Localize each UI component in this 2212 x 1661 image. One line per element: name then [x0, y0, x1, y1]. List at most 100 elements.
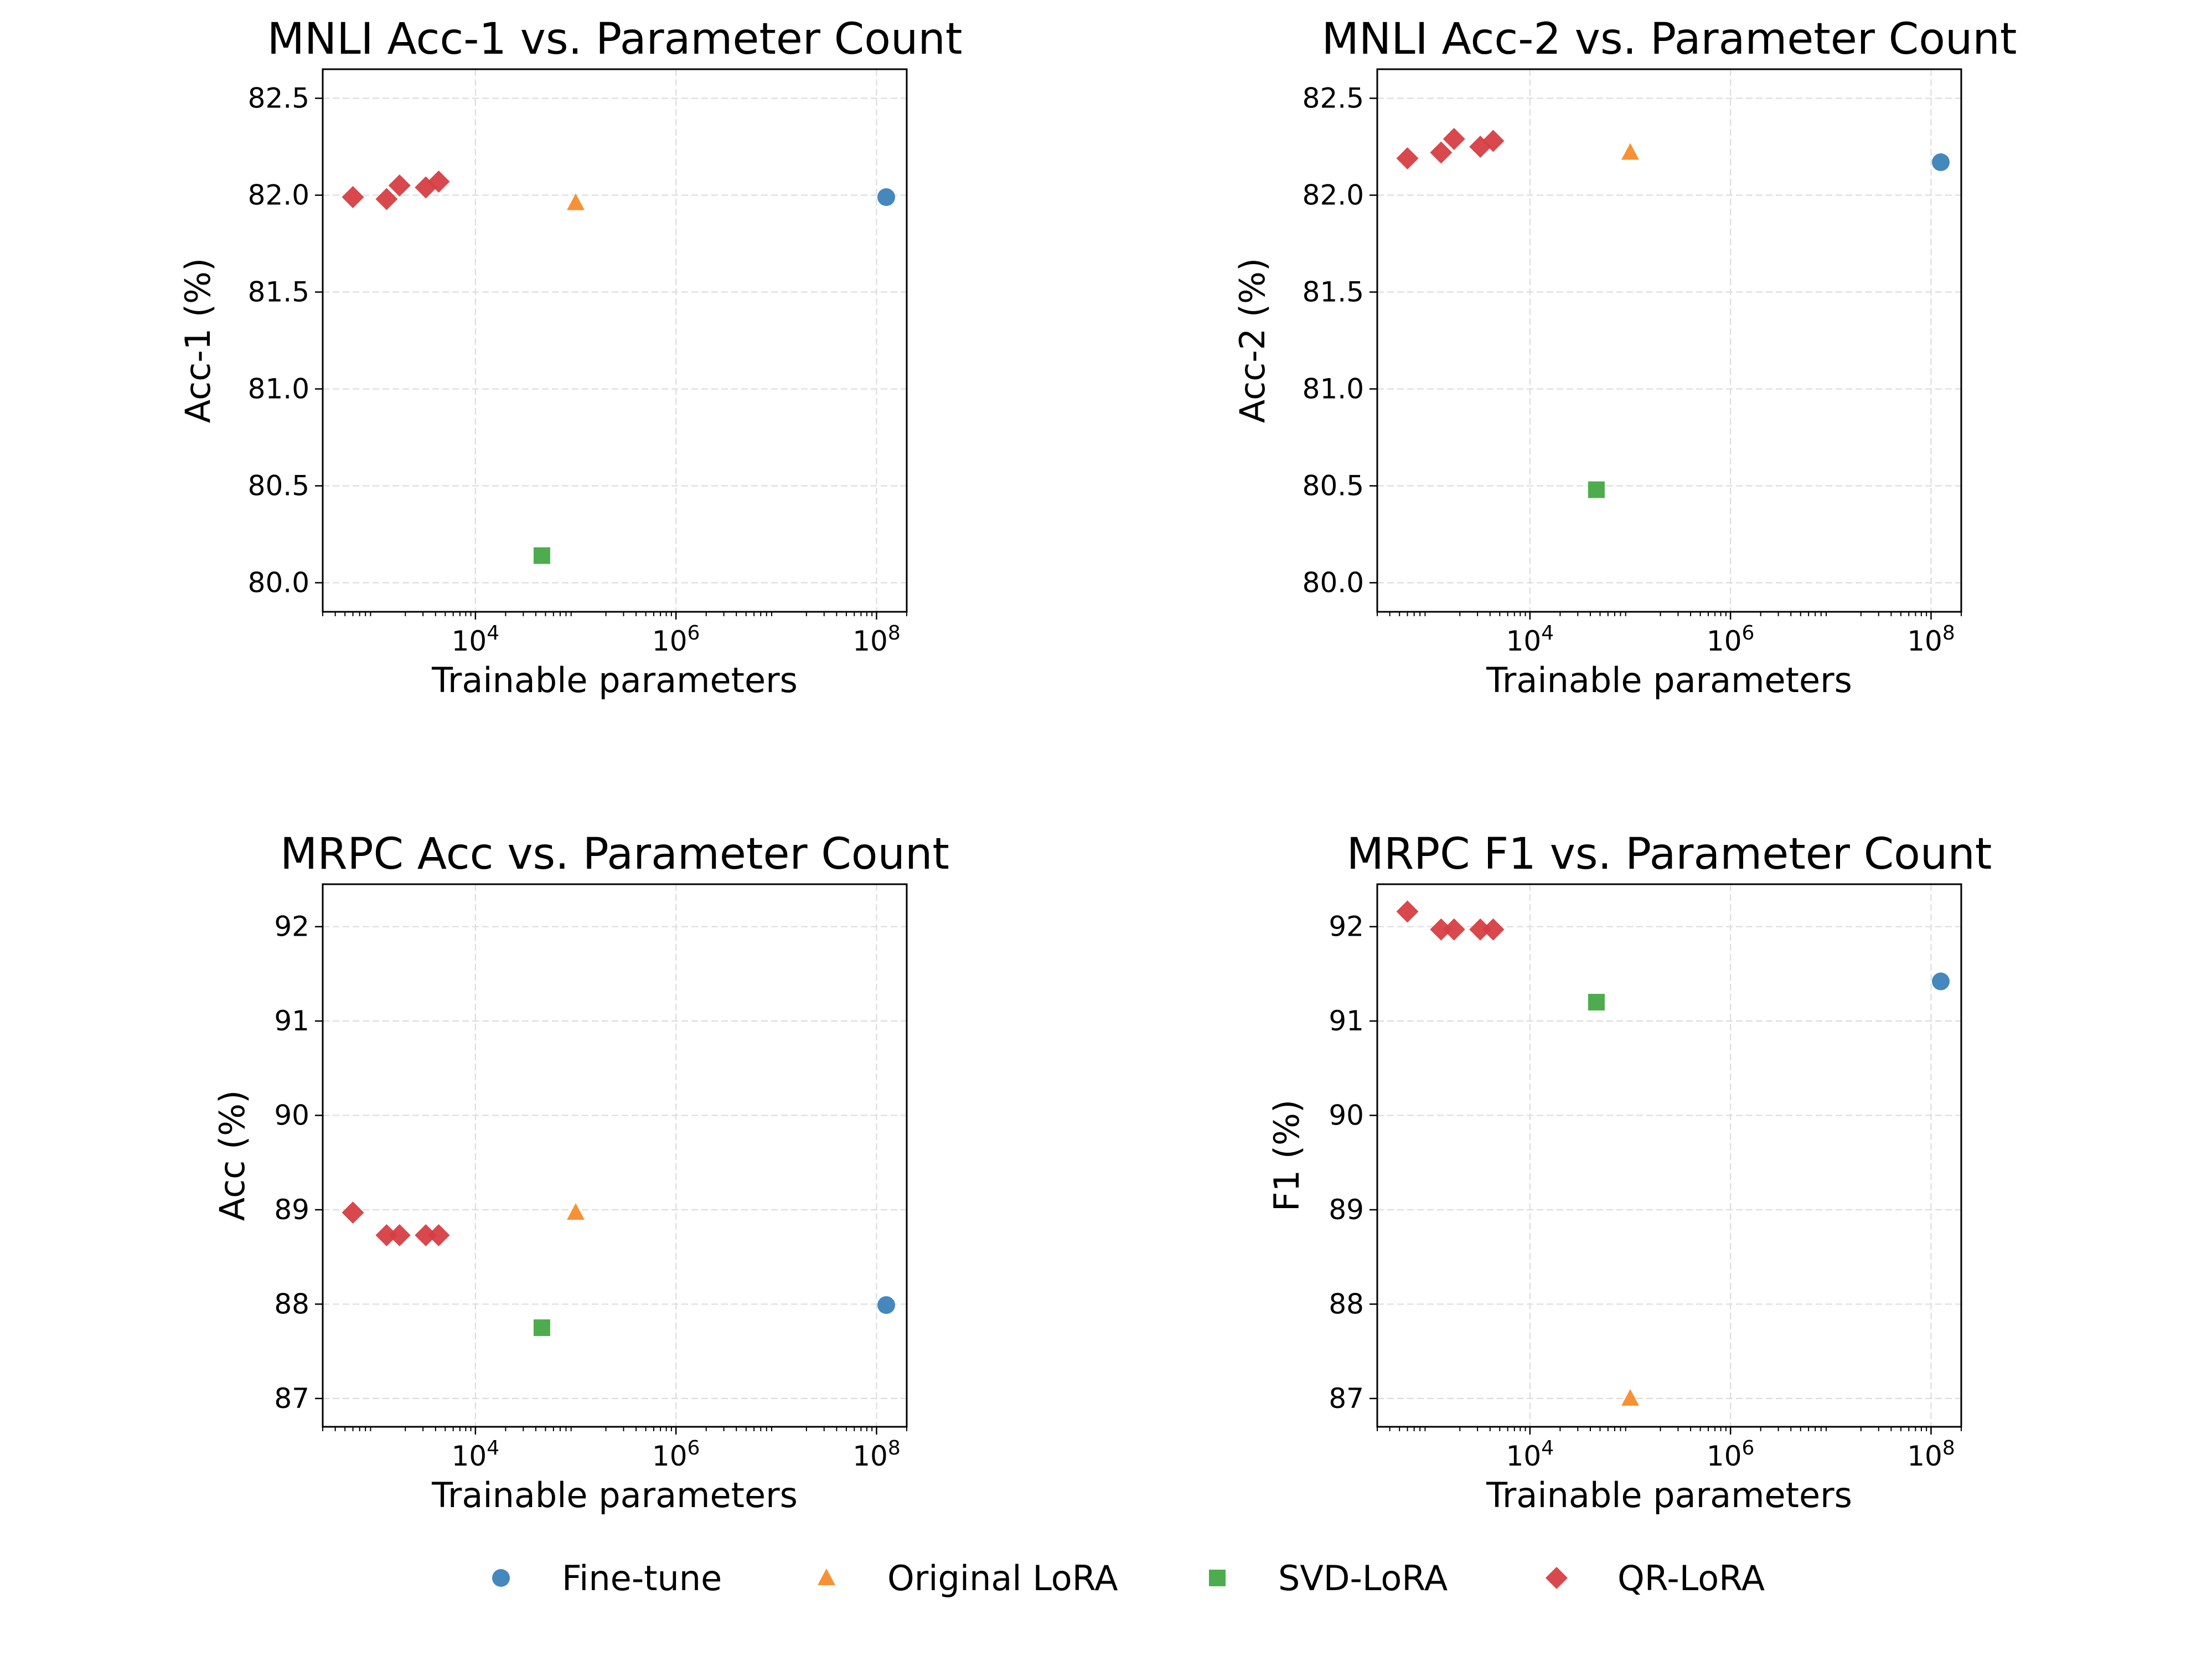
- legend-marker: [492, 1569, 510, 1587]
- grid: [1377, 884, 1961, 1427]
- y-tick-label: 80.5: [248, 470, 309, 502]
- y-tick-label: 80.0: [1303, 567, 1364, 599]
- x-axis-label: Trainable parameters: [1486, 660, 1852, 700]
- y-tick-label: 91: [274, 1005, 309, 1037]
- data-point: [1430, 918, 1453, 941]
- y-tick-label: 81.0: [1303, 373, 1364, 405]
- legend-item: SVD-LoRA: [1209, 1558, 1448, 1598]
- data-point: [342, 186, 364, 208]
- series-original-lora: [567, 193, 585, 210]
- series-original-lora: [1621, 143, 1640, 160]
- y-axis-label: F1 (%): [1267, 1100, 1307, 1211]
- data-point: [388, 1224, 411, 1247]
- data-point: [877, 188, 896, 206]
- subplot-2: 104 106 108 80.0 80.5 81.0 81.5 82.0 82.5 MNLI Ac…: [1232, 14, 2017, 700]
- y-tick-label: 90: [274, 1100, 309, 1132]
- subplot-title: MNLI Acc-2 vs. Parameter Count: [1322, 14, 2017, 64]
- series-fine-tune: [1932, 153, 1950, 171]
- legend-label: Fine-tune: [562, 1558, 722, 1598]
- legend-marker: [1209, 1570, 1226, 1586]
- y-tick-labels: 87 88 89 90 91 92: [274, 911, 323, 1415]
- data-point: [1482, 130, 1505, 152]
- subplot-3: 104 106 108 87 88 89 90 91 92 MRPC Acc vs. Parame…: [212, 829, 949, 1515]
- series-fine-tune: [877, 1296, 896, 1314]
- data-point: [1482, 918, 1505, 941]
- series-qr-lora: [342, 171, 450, 210]
- data-point: [877, 1296, 896, 1314]
- data-point: [1443, 918, 1465, 941]
- grid: [323, 69, 907, 612]
- y-tick-label: 82.0: [1303, 179, 1364, 212]
- data-point: [1396, 900, 1419, 923]
- y-tick-labels: 80.0 80.5 81.0 81.5 82.0 82.5: [1303, 82, 1377, 599]
- axes-frame: [322, 883, 908, 1428]
- y-axis-label: Acc (%): [212, 1090, 252, 1221]
- y-tick-label: 90: [1329, 1100, 1364, 1132]
- subplot-4: 104 106 108 87 88 89 90 91 92 MRPC F1 vs. Paramet…: [1267, 829, 1992, 1515]
- x-tick-label: 108: [852, 1437, 901, 1473]
- y-tick-label: 87: [1329, 1383, 1364, 1415]
- axes-frame: [322, 68, 908, 613]
- legend-label: SVD-LoRA: [1278, 1558, 1448, 1598]
- x-tick-labels: 104 106 108: [452, 1427, 901, 1472]
- series-svd-lora: [1588, 481, 1605, 498]
- legend-marker: [1546, 1567, 1568, 1589]
- data-point: [567, 193, 585, 210]
- subplot-1: 104 106 108 80.0 80.5 81.0 81.5 82.0 82.5 MNLI Ac…: [178, 14, 962, 700]
- y-tick-label: 82.5: [248, 82, 309, 115]
- data-point: [567, 1203, 585, 1220]
- data-point: [1430, 141, 1453, 164]
- axes-frame: [1376, 68, 1962, 613]
- series-fine-tune: [877, 188, 896, 206]
- grid: [323, 884, 907, 1427]
- grid: [1377, 69, 1961, 612]
- y-tick-label: 81.0: [248, 373, 309, 405]
- data-point: [427, 1224, 450, 1247]
- series-qr-lora: [1396, 900, 1505, 941]
- x-axis-label: Trainable parameters: [1486, 1475, 1852, 1515]
- x-tick-labels: 104 106 108: [452, 612, 901, 657]
- y-tick-labels: 80.0 80.5 81.0 81.5 82.0 82.5: [248, 82, 323, 599]
- data-point: [415, 1224, 437, 1247]
- data-point: [1396, 147, 1419, 169]
- data-point: [427, 171, 450, 193]
- data-point: [1469, 918, 1492, 941]
- legend-marker: [818, 1569, 835, 1585]
- x-axis-label: Trainable parameters: [431, 660, 798, 700]
- subplot-title: MNLI Acc-1 vs. Parameter Count: [267, 14, 963, 64]
- legend-item: Fine-tune: [492, 1558, 722, 1598]
- y-tick-label: 88: [274, 1288, 309, 1320]
- x-tick-label: 108: [1907, 622, 1955, 658]
- x-tick-label: 108: [1907, 1437, 1955, 1473]
- subplot-title: MRPC F1 vs. Parameter Count: [1347, 829, 1992, 879]
- series-svd-lora: [533, 1319, 550, 1337]
- x-tick-labels: 104 106 108: [1506, 612, 1955, 657]
- y-tick-labels: 87 88 89 90 91 92: [1329, 911, 1377, 1415]
- y-tick-label: 81.5: [1303, 276, 1364, 308]
- x-tick-label: 104: [1506, 1437, 1554, 1473]
- y-tick-label: 89: [274, 1194, 309, 1226]
- x-tick-label: 104: [1506, 622, 1554, 658]
- legend-label: QR-LoRA: [1617, 1558, 1765, 1598]
- data-points: [1396, 128, 1950, 498]
- y-tick-label: 80.5: [1303, 470, 1364, 502]
- x-tick-label: 106: [652, 622, 700, 658]
- y-tick-label: 89: [1329, 1194, 1364, 1226]
- data-point: [1932, 972, 1950, 991]
- x-tick-label: 106: [1707, 1437, 1755, 1473]
- axes-frame: [1376, 883, 1962, 1428]
- data-point: [1621, 1389, 1640, 1406]
- legend-label: Original LoRA: [887, 1558, 1118, 1598]
- y-tick-label: 87: [274, 1383, 309, 1415]
- y-axis-label: Acc-1 (%): [178, 258, 218, 423]
- series-original-lora: [1621, 1389, 1640, 1406]
- series-qr-lora: [1396, 128, 1505, 169]
- data-point: [533, 1319, 550, 1337]
- data-points: [1396, 900, 1950, 1406]
- y-tick-label: 80.0: [248, 567, 309, 599]
- x-tick-label: 104: [452, 1437, 500, 1473]
- legend-item: QR-LoRA: [1546, 1558, 1765, 1598]
- y-axis-label: Acc-2 (%): [1232, 258, 1273, 423]
- data-point: [1932, 153, 1950, 171]
